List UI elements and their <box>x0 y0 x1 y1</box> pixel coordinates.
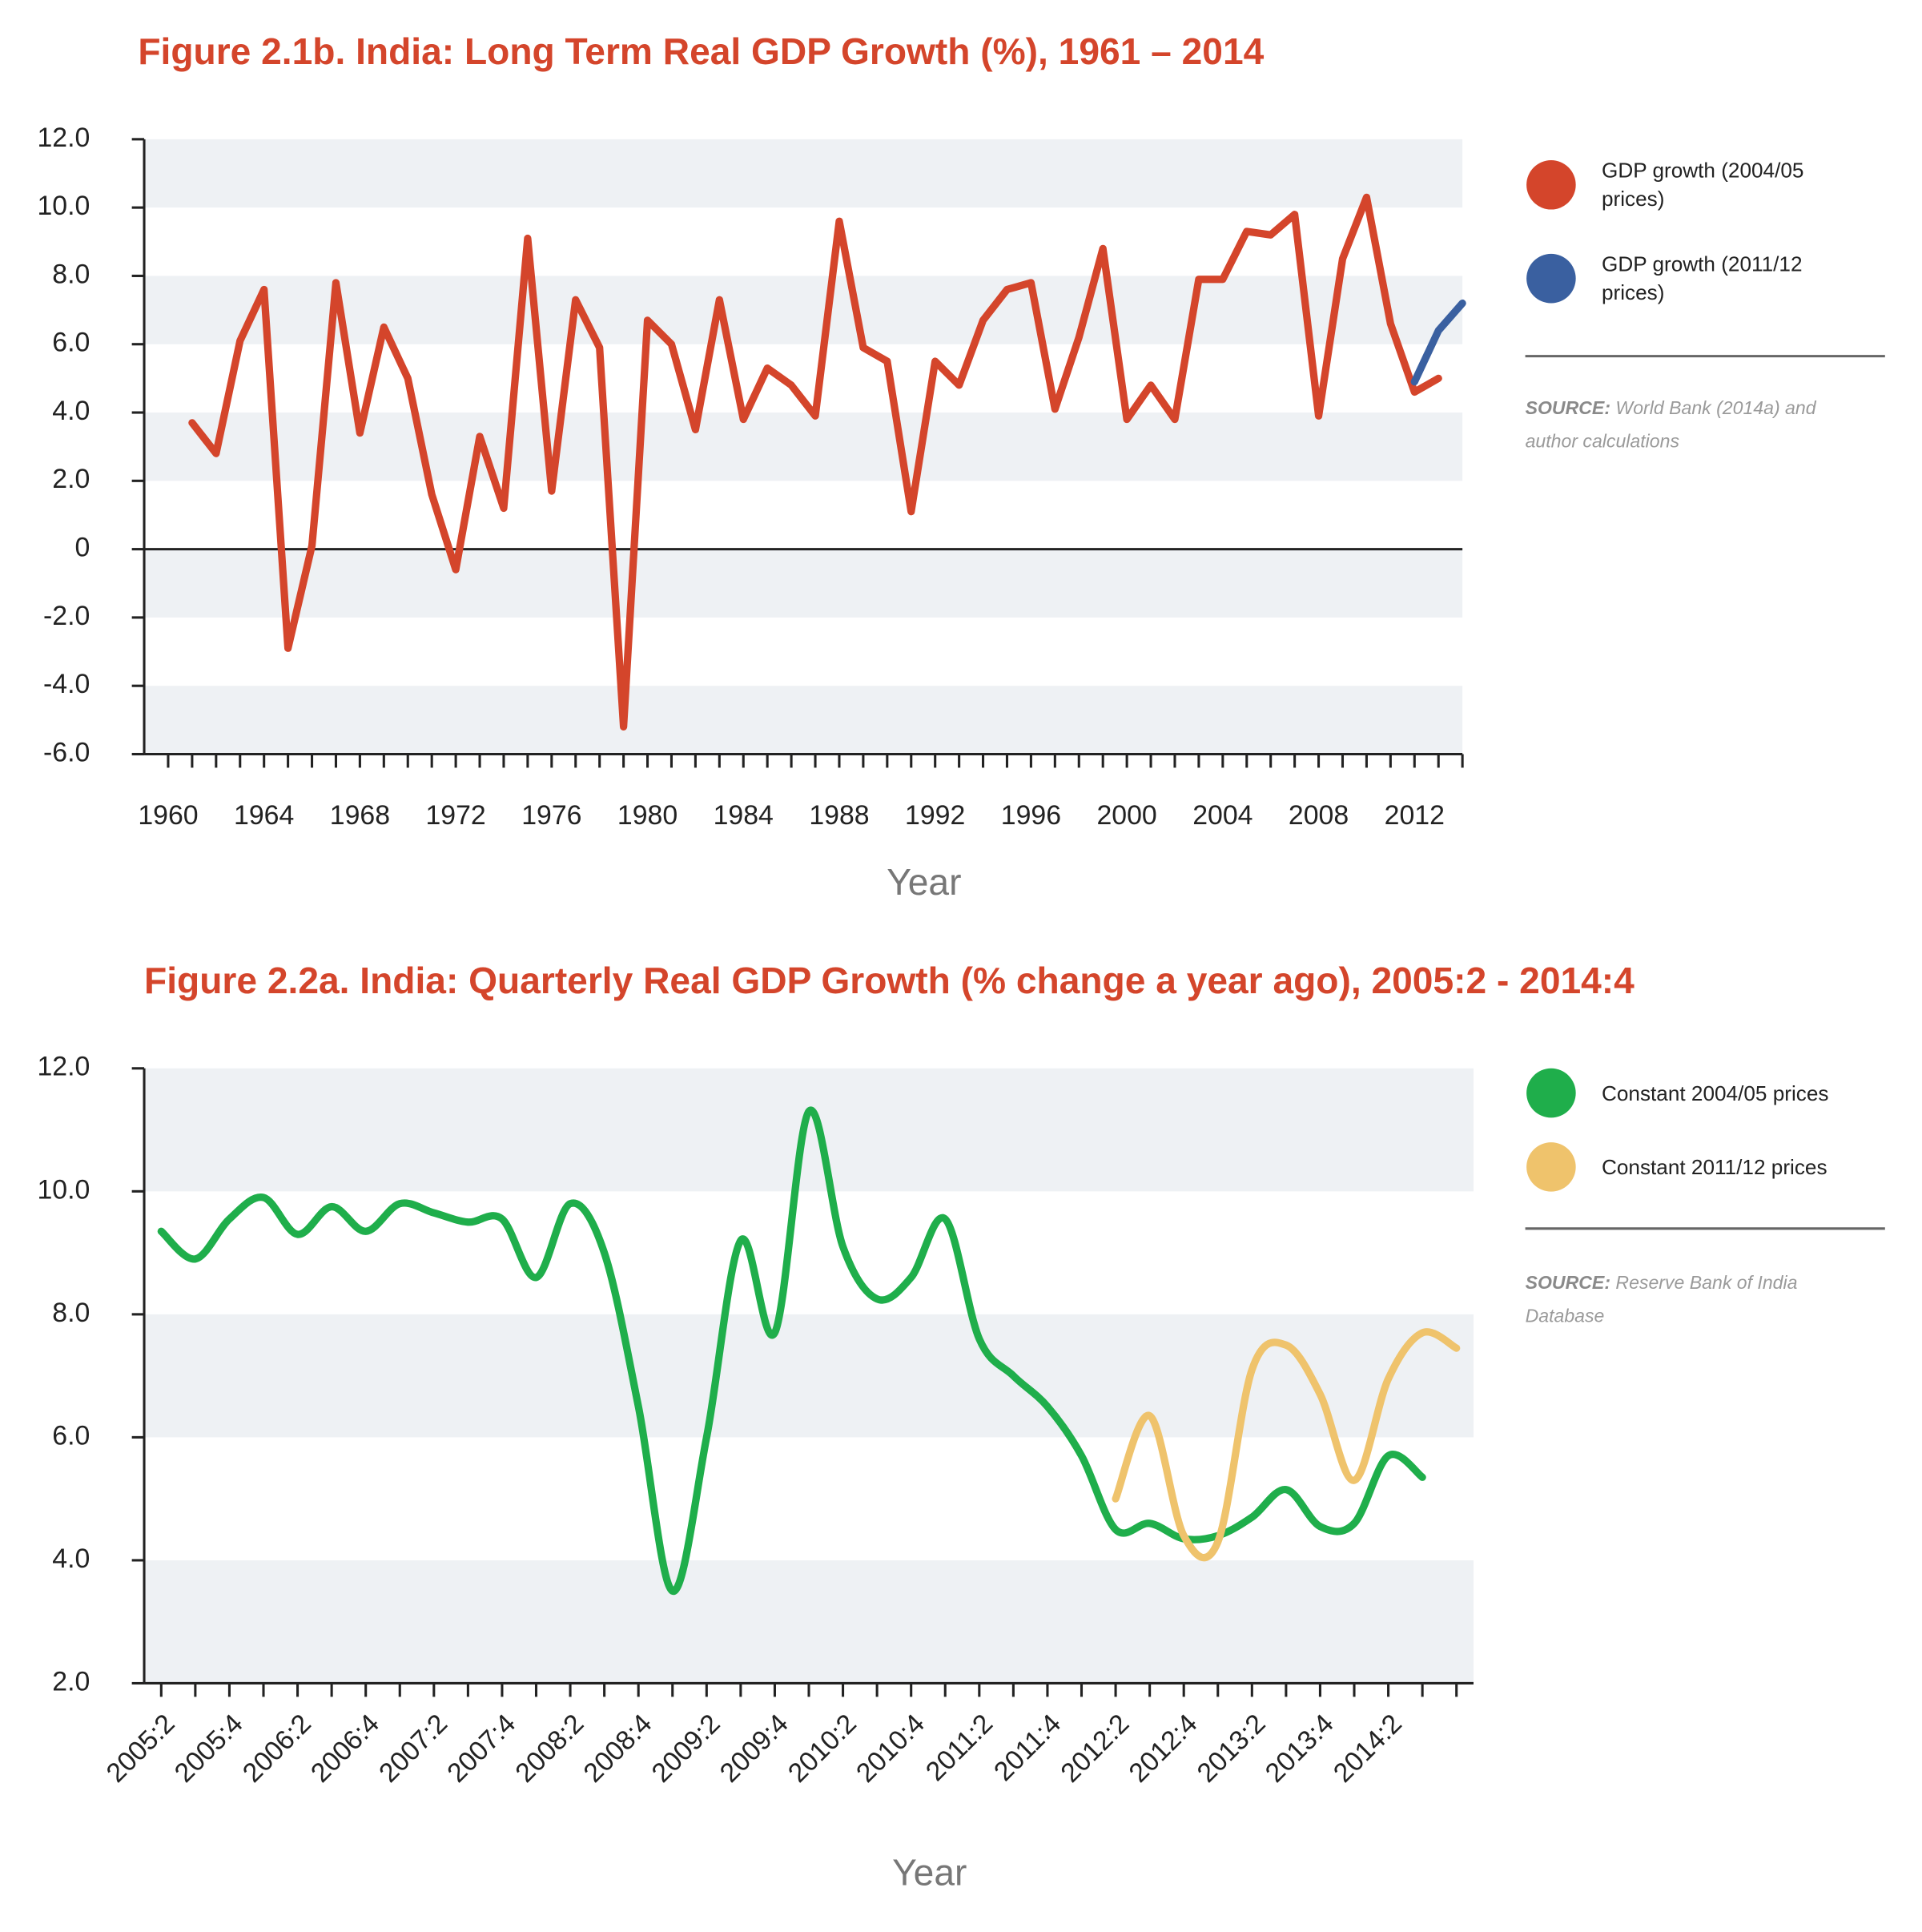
x-axis-title: Year <box>892 1852 967 1894</box>
legend-entry: GDP growth (2011/12 prices) <box>1602 242 1811 316</box>
series-line <box>157 1106 1426 1595</box>
legend-swatch <box>1526 1142 1576 1192</box>
x-tick-label: 1992 <box>905 800 965 831</box>
x-tick-label: 1988 <box>809 800 869 831</box>
y-tick-label: -6.0 <box>43 737 90 767</box>
legend-swatch <box>1526 1068 1576 1118</box>
x-tick-label: 2009:2 <box>646 1709 726 1789</box>
source-label: SOURCE: <box>1525 1273 1611 1294</box>
legend-label: GDP growth (2011/12 prices) <box>1601 252 1803 304</box>
y-tick-label: 10.0 <box>37 191 90 221</box>
source-note: SOURCE: Reserve Bank of India Database <box>1526 1266 1821 1333</box>
legend-label: GDP growth (2004/05 prices) <box>1601 159 1804 211</box>
grid-band <box>144 1560 1474 1684</box>
legend-wrap: GDP growth (2004/05 prices) <box>1602 148 1811 222</box>
grid-band <box>144 276 1463 344</box>
x-tick-label: 1984 <box>714 800 774 831</box>
grid-band <box>144 549 1463 618</box>
x-tick-label: 2005:2 <box>101 1709 181 1789</box>
x-tick-label: 2010:2 <box>782 1709 862 1789</box>
x-tick-label: 2007:4 <box>441 1709 521 1789</box>
x-tick-label: 1968 <box>330 800 390 831</box>
x-tick-label: 2010:4 <box>850 1709 931 1789</box>
y-tick-label: -4.0 <box>43 669 90 699</box>
x-tick-label: 2012:2 <box>1055 1709 1135 1789</box>
y-tick-label: 12.0 <box>37 123 90 153</box>
x-tick-label: 2011:4 <box>988 1709 1067 1787</box>
grid-band <box>144 413 1463 481</box>
legend-wrap: Constant 2004/05 prices <box>1602 1056 1910 1129</box>
chart-title: Figure 2.1b. India: Long Term Real GDP G… <box>138 30 1264 72</box>
source-label: SOURCE: <box>1525 397 1611 420</box>
x-tick-label: 1964 <box>234 800 294 831</box>
grid-band <box>144 686 1463 755</box>
y-tick-label: 4.0 <box>52 1544 90 1574</box>
legend-entry: GDP growth (2004/05 prices) <box>1602 148 1811 222</box>
y-tick-label: 6.0 <box>52 328 90 358</box>
x-axis-title: Year <box>887 861 961 903</box>
x-tick-label: 2005:4 <box>169 1709 249 1789</box>
x-tick-label: 1980 <box>617 800 678 831</box>
source: Reserve Bank of India Database <box>1525 1273 1798 1327</box>
x-tick-label: 2009:4 <box>714 1709 794 1789</box>
grid-band <box>144 139 1463 208</box>
x-tick-label: 1976 <box>521 800 581 831</box>
y-tick-label: -2.0 <box>43 601 90 631</box>
series-line <box>1112 1328 1461 1562</box>
source: World Bank (2014a) and author calculatio… <box>1525 397 1816 453</box>
legend-wrap: GDP growth (2011/12 prices) <box>1602 242 1811 316</box>
source-note: SOURCE: World Bank (2014a) and author ca… <box>1526 392 1821 458</box>
legend-wrap: Constant 2011/12 prices <box>1602 1130 1910 1204</box>
x-tick-label: 2008:2 <box>509 1709 589 1789</box>
x-tick-label: 2008:4 <box>577 1709 657 1789</box>
y-tick-label: 12.0 <box>37 1052 90 1082</box>
y-tick-label: 4.0 <box>52 396 90 426</box>
x-tick-label: 2013:4 <box>1260 1709 1340 1789</box>
x-tick-label: 2006:4 <box>305 1709 385 1789</box>
grid-band <box>144 1314 1474 1438</box>
x-tick-label: 2004 <box>1192 800 1253 831</box>
legend-label: Constant 2004/05 prices <box>1601 1081 1829 1105</box>
x-tick-label: 2011:2 <box>920 1709 999 1787</box>
x-tick-label: 1972 <box>425 800 485 831</box>
series-line <box>188 193 1442 731</box>
legend-entry: Constant 2011/12 prices <box>1602 1130 1910 1204</box>
x-tick-label: 1960 <box>138 800 198 831</box>
y-tick-label: 2.0 <box>52 1666 90 1697</box>
legend-swatch <box>1526 159 1576 210</box>
y-tick-label: 10.0 <box>37 1174 90 1205</box>
x-tick-label: 2012:4 <box>1123 1709 1203 1789</box>
y-tick-label: 8.0 <box>52 259 90 289</box>
x-tick-label: 2012 <box>1385 800 1445 831</box>
x-tick-label: 2013:2 <box>1192 1709 1272 1789</box>
y-tick-label: 2.0 <box>52 464 90 494</box>
y-tick-label: 6.0 <box>52 1420 90 1451</box>
legend-entry: Constant 2004/05 prices <box>1602 1056 1910 1129</box>
x-tick-label: 2008 <box>1289 800 1349 831</box>
x-tick-label: 2000 <box>1096 800 1156 831</box>
y-tick-label: 0 <box>75 533 90 563</box>
x-tick-label: 2006:2 <box>237 1709 317 1789</box>
legend-label: Constant 2011/12 prices <box>1601 1155 1828 1179</box>
series-line <box>1410 299 1466 386</box>
x-tick-label: 2014:2 <box>1328 1709 1408 1789</box>
chart-title: Figure 2.2a. India: Quarterly Real GDP G… <box>144 960 1635 1001</box>
source-text: SOURCE: Reserve Bank of India Database <box>1526 1266 1821 1333</box>
x-tick-label: 2007:2 <box>373 1709 453 1789</box>
legend-swatch <box>1526 253 1576 304</box>
source-text: SOURCE: World Bank (2014a) and author ca… <box>1526 392 1821 458</box>
grid-band <box>144 1068 1474 1192</box>
x-tick-label: 1996 <box>1001 800 1061 831</box>
y-tick-label: 8.0 <box>52 1298 90 1328</box>
